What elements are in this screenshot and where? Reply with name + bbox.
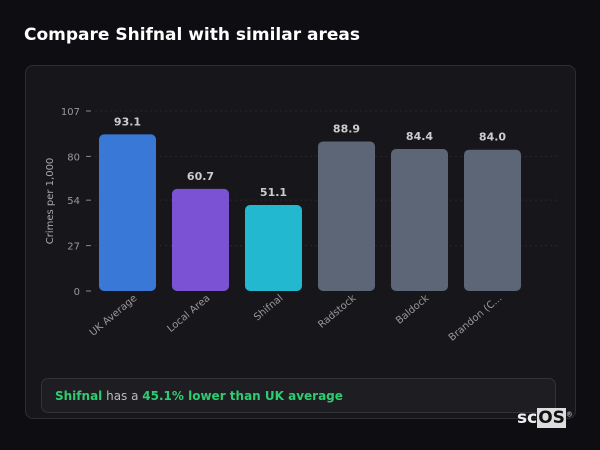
bar-value-label: 84.0 xyxy=(479,131,506,144)
bar-value-label: 84.4 xyxy=(406,130,433,143)
logo-mark: ® xyxy=(565,410,573,419)
bar xyxy=(172,188,229,291)
y-tick-label: 80 xyxy=(67,152,80,163)
bar xyxy=(245,205,302,291)
x-tick-label: Radstock xyxy=(316,293,358,331)
bar xyxy=(318,141,375,291)
y-tick-label: 27 xyxy=(67,242,80,253)
bar-value-label: 60.7 xyxy=(187,170,214,183)
bar-value-label: 93.1 xyxy=(114,115,141,128)
insight-area: Shifnal xyxy=(55,389,103,403)
y-tick-label: 0 xyxy=(74,287,80,298)
insight-box: Shifnal has a 45.1% lower than UK averag… xyxy=(41,378,556,413)
x-tick-label: Shifnal xyxy=(252,293,285,323)
bar xyxy=(464,149,521,291)
x-tick-label: Baldock xyxy=(394,293,432,327)
bar-value-label: 88.9 xyxy=(333,122,360,135)
x-tick-label: Local Area xyxy=(165,293,212,335)
insight-text: has a xyxy=(102,389,143,403)
bar xyxy=(391,149,448,291)
bar xyxy=(99,134,156,291)
x-tick-label: UK Average xyxy=(88,293,140,339)
y-tick-label: 54 xyxy=(67,196,80,207)
bar-value-label: 51.1 xyxy=(260,186,287,199)
y-tick-label: 107 xyxy=(61,107,80,118)
insight-highlight: 45.1% lower than UK average xyxy=(142,389,343,403)
scos-logo: scOS® xyxy=(517,408,573,428)
logo-sc: sc xyxy=(517,408,538,428)
logo-os: OS xyxy=(537,408,566,428)
y-axis-label: Crimes per 1,000 xyxy=(45,158,56,245)
x-tick-label: Brandon (C... xyxy=(447,293,505,344)
page-title: Compare Shifnal with similar areas xyxy=(24,25,360,45)
